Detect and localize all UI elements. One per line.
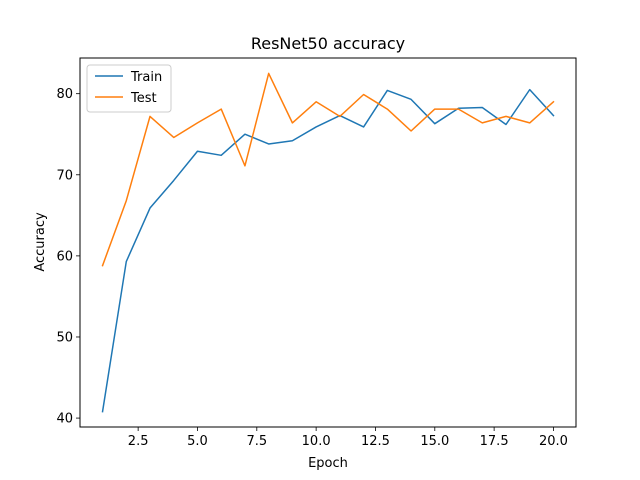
y-axis-label: Accuracy	[33, 212, 48, 272]
legend-label-train: Train	[130, 70, 162, 85]
y-tick-label: 70	[56, 168, 73, 183]
series-line-test	[101, 72, 555, 267]
chart-title: ResNet50 accuracy	[251, 34, 405, 53]
x-tick-label: 7.5	[246, 434, 267, 449]
plot-area: 2.5 5.0 7.5 10.0 12.5 15.0 17.5 20.0 40 50 60 70 80	[56, 57, 577, 449]
x-tick-label: 17.5	[480, 434, 509, 449]
series-test	[101, 72, 555, 267]
x-tick-label: 12.5	[361, 434, 390, 449]
x-axis-label: Epoch	[308, 456, 348, 471]
x-tick-label: 2.5	[128, 434, 149, 449]
x-tick-label: 10.0	[302, 434, 331, 449]
series-train	[101, 88, 555, 413]
legend: Train Test	[86, 64, 172, 113]
y-tick-label: 60	[56, 249, 73, 264]
series-line-train	[101, 88, 555, 413]
y-tick-label: 40	[56, 412, 73, 427]
x-tick-label: 15.0	[420, 434, 449, 449]
x-axis-ticks: 2.5 5.0 7.5 10.0 12.5 15.0 17.5 20.0	[128, 427, 568, 449]
x-tick-label: 5.0	[187, 434, 208, 449]
y-tick-label: 50	[56, 330, 73, 345]
y-axis-ticks: 40 50 60 70 80	[56, 87, 80, 427]
legend-label-test: Test	[130, 91, 157, 106]
x-tick-label: 20.0	[539, 434, 568, 449]
series-layer	[101, 72, 555, 413]
plot-frame	[79, 57, 577, 428]
y-tick-label: 80	[56, 87, 73, 102]
